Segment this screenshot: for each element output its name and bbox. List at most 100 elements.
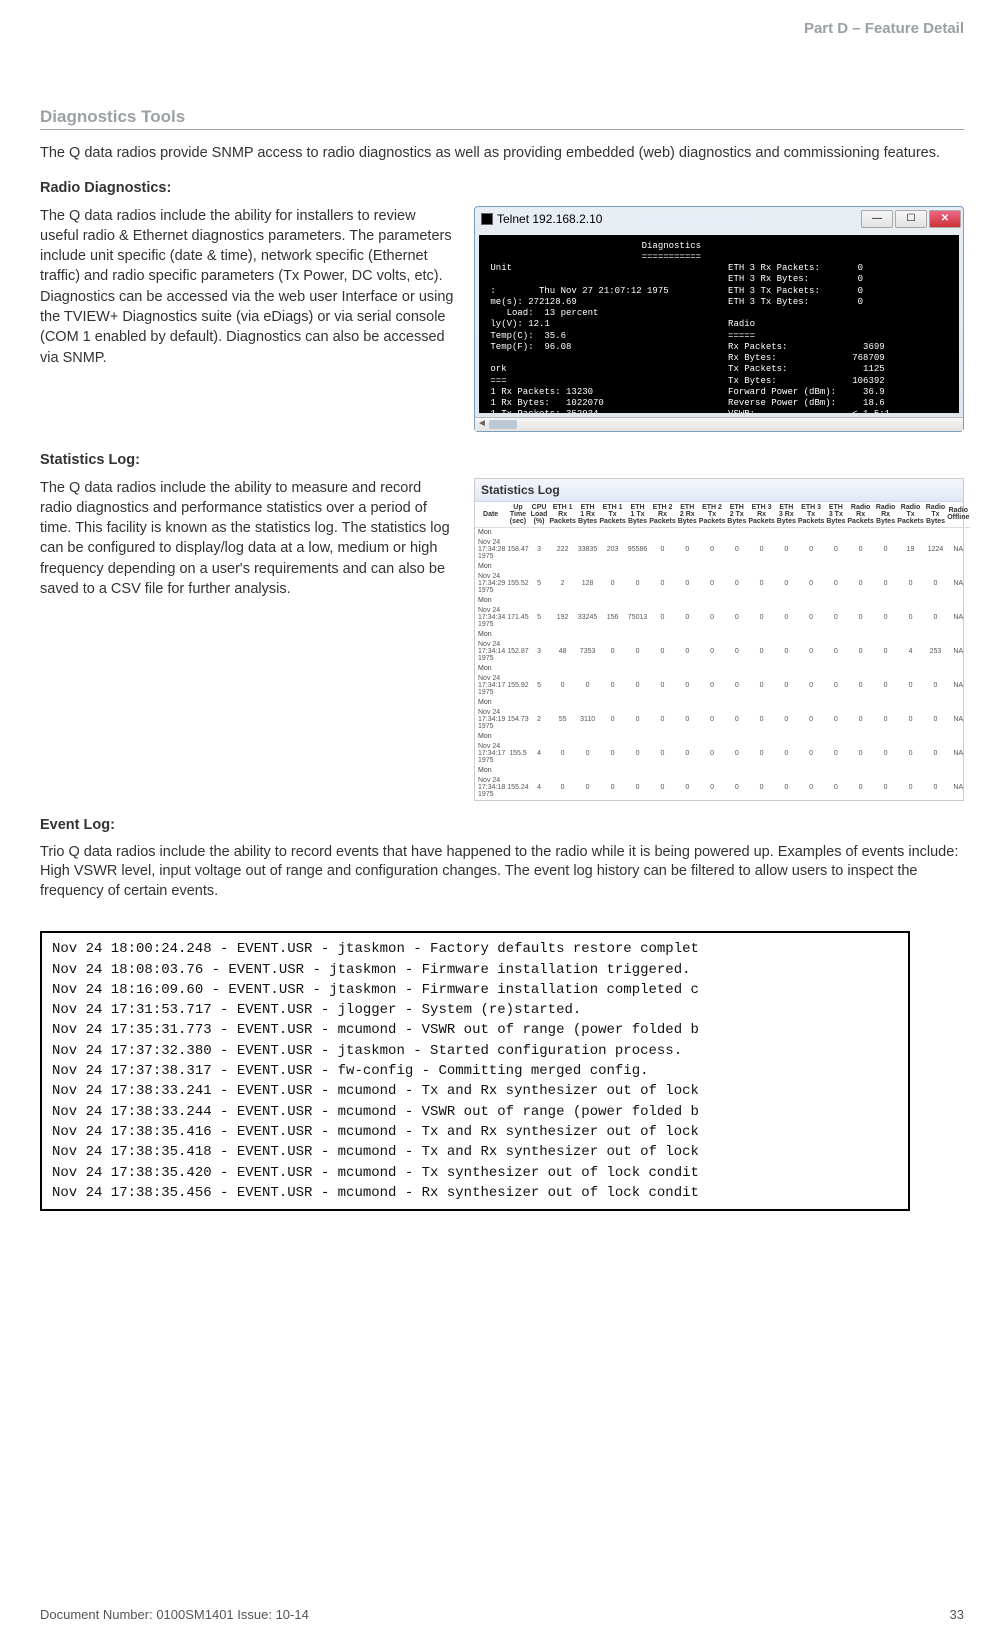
- stats-cell: 0: [627, 707, 648, 732]
- stats-cell: 0: [825, 537, 846, 562]
- stats-cell: 0: [875, 605, 896, 630]
- stats-group-label: Mon: [475, 562, 970, 571]
- stats-col-header: Radio Rx Packets: [846, 502, 874, 528]
- stats-cell: 0: [846, 707, 874, 732]
- stats-cell: 0: [896, 741, 924, 766]
- stats-cell: 0: [677, 639, 698, 664]
- stats-cell: NA: [946, 741, 970, 766]
- stats-cell: 19: [896, 537, 924, 562]
- stats-cell: 253: [925, 639, 946, 664]
- stats-cell: 0: [677, 605, 698, 630]
- stats-cell: 4: [530, 741, 549, 766]
- stats-cell: 0: [726, 707, 747, 732]
- minimize-icon[interactable]: —: [861, 210, 893, 228]
- stats-cell: 0: [598, 639, 626, 664]
- stats-date-cell: Nov 24 17:34:17 1975: [475, 741, 506, 766]
- stats-cell: 3: [530, 639, 549, 664]
- stats-cell: 0: [698, 605, 726, 630]
- stats-cell: 0: [825, 707, 846, 732]
- stats-cell: 0: [846, 673, 874, 698]
- stats-date-cell: Nov 24 17:34:17 1975: [475, 673, 506, 698]
- stats-date-cell: Nov 24 17:34:34 1975: [475, 605, 506, 630]
- close-icon[interactable]: ✕: [929, 210, 961, 228]
- stats-cell: 156: [598, 605, 626, 630]
- table-row: Nov 24 17:34:19 1975154.7325531100000000…: [475, 707, 970, 732]
- stats-col-header: Radio Offline: [946, 502, 970, 528]
- section-title: Diagnostics Tools: [40, 107, 964, 130]
- stats-cell: 0: [648, 775, 676, 800]
- stats-cell: 0: [875, 639, 896, 664]
- stats-cell: 222: [548, 537, 576, 562]
- stats-cell: NA: [946, 639, 970, 664]
- stats-cell: 0: [925, 605, 946, 630]
- stats-cell: 0: [648, 741, 676, 766]
- stats-cell: 0: [648, 571, 676, 596]
- stats-cell: 152.87: [506, 639, 529, 664]
- stats-cell: 0: [925, 775, 946, 800]
- stats-cell: 3: [530, 537, 549, 562]
- stats-cell: 0: [776, 775, 797, 800]
- radio-diag-heading: Radio Diagnostics:: [40, 180, 964, 196]
- stats-cell: 155.24: [506, 775, 529, 800]
- stats-cell: 0: [698, 707, 726, 732]
- stats-cell: 0: [797, 571, 825, 596]
- stats-cell: 7353: [577, 639, 598, 664]
- stats-cell: 0: [648, 707, 676, 732]
- stats-cell: 2: [548, 571, 576, 596]
- maximize-icon[interactable]: ☐: [895, 210, 927, 228]
- stats-cell: 0: [875, 775, 896, 800]
- stats-cell: 3110: [577, 707, 598, 732]
- stats-window: Statistics Log DateUp Time (sec)CPU Load…: [474, 478, 964, 801]
- stats-cell: 0: [747, 741, 775, 766]
- stats-cell: 5: [530, 571, 549, 596]
- stats-col-header: ETH 3 Tx Packets: [797, 502, 825, 528]
- stats-cell: 33835: [577, 537, 598, 562]
- stats-cell: 158.47: [506, 537, 529, 562]
- stats-col-header: Date: [475, 502, 506, 528]
- stats-cell: NA: [946, 571, 970, 596]
- table-row: Nov 24 17:34:18 1975155.2440000000000000…: [475, 775, 970, 800]
- stats-cell: 0: [797, 605, 825, 630]
- stats-date-cell: Nov 24 17:34:28 1975: [475, 537, 506, 562]
- stats-cell: 0: [548, 775, 576, 800]
- stats-col-header: ETH 1 Tx Bytes: [627, 502, 648, 528]
- stats-group-label: Mon: [475, 664, 970, 673]
- stats-col-header: ETH 2 Tx Bytes: [726, 502, 747, 528]
- stats-cell: 0: [677, 707, 698, 732]
- stats-cell: 0: [846, 639, 874, 664]
- stats-cell: 203: [598, 537, 626, 562]
- stats-cell: 0: [747, 707, 775, 732]
- stats-cell: 0: [677, 537, 698, 562]
- stats-cell: 0: [776, 673, 797, 698]
- stats-cell: 0: [925, 741, 946, 766]
- stats-cell: 0: [598, 741, 626, 766]
- stats-cell: 0: [726, 639, 747, 664]
- stats-cell: 0: [825, 605, 846, 630]
- stats-cell: 0: [747, 571, 775, 596]
- stats-cell: 0: [698, 537, 726, 562]
- stats-cell: 0: [548, 673, 576, 698]
- stats-cell: 95586: [627, 537, 648, 562]
- stats-cell: 0: [797, 673, 825, 698]
- stats-cell: 0: [726, 605, 747, 630]
- stats-cell: 0: [896, 707, 924, 732]
- stats-cell: 0: [776, 707, 797, 732]
- stats-cell: 48: [548, 639, 576, 664]
- table-row: Nov 24 17:34:28 1975158.4732223383520395…: [475, 537, 970, 562]
- stats-cell: 0: [698, 571, 726, 596]
- stats-cell: 0: [648, 605, 676, 630]
- event-log-box: Nov 24 18:00:24.248 - EVENT.USR - jtaskm…: [40, 931, 910, 1211]
- stats-cell: 0: [577, 741, 598, 766]
- stats-group-label: Mon: [475, 698, 970, 707]
- stats-cell: 0: [726, 571, 747, 596]
- stats-cell: 0: [797, 537, 825, 562]
- stats-cell: 33245: [577, 605, 598, 630]
- stats-cell: 0: [747, 537, 775, 562]
- stats-cell: NA: [946, 707, 970, 732]
- scrollbar[interactable]: [475, 417, 963, 431]
- stats-cell: NA: [946, 605, 970, 630]
- event-body: Trio Q data radios include the ability t…: [40, 843, 964, 902]
- part-label: Part D – Feature Detail: [40, 20, 964, 37]
- stats-cell: 1224: [925, 537, 946, 562]
- stats-col-header: ETH 2 Rx Bytes: [677, 502, 698, 528]
